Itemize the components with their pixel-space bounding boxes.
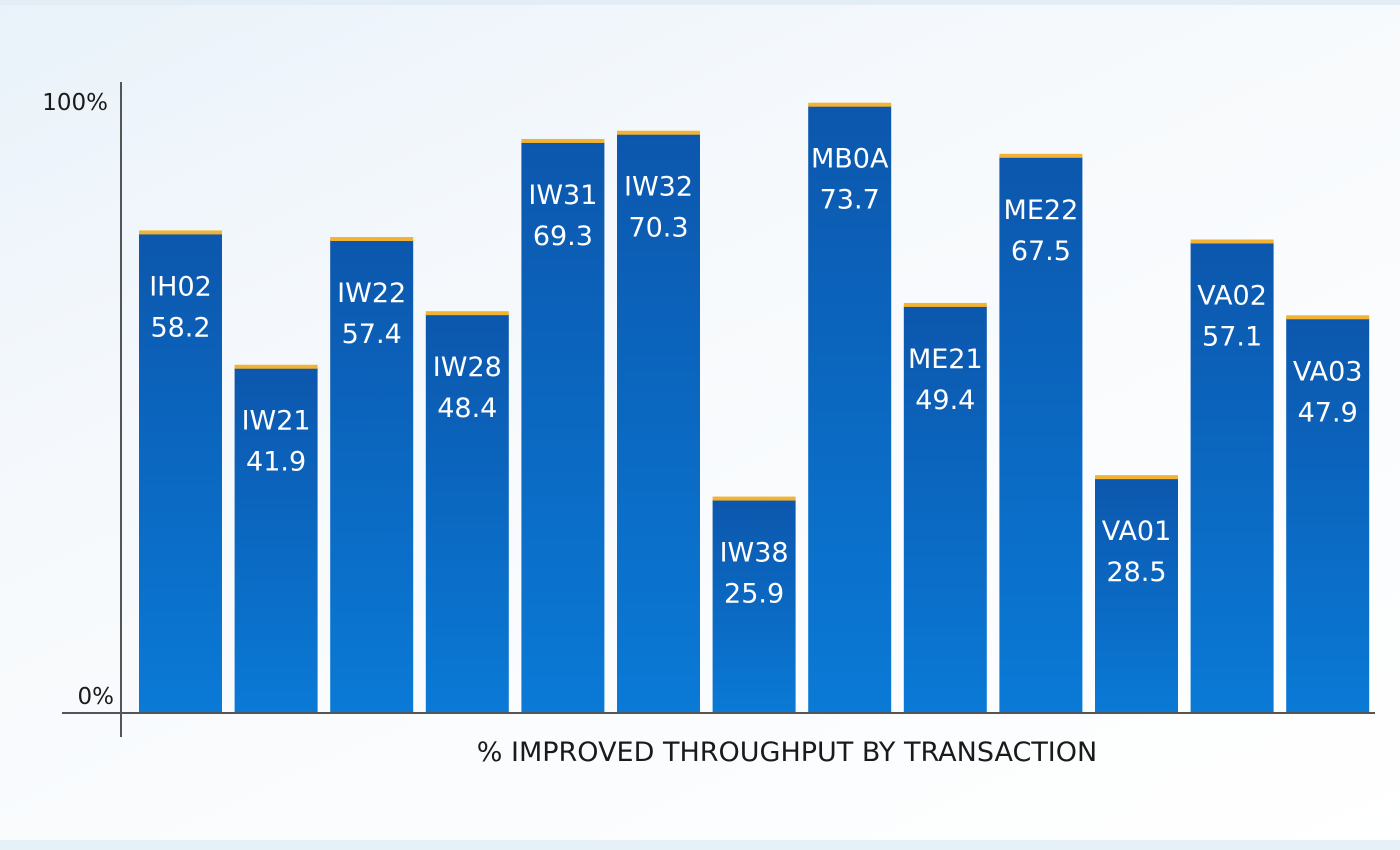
category-label-mb0a: MB0A [811,144,889,175]
category-label-me21: ME21 [908,344,983,375]
bar-cap-iw28 [425,311,509,316]
value-label-ih02: 58.2 [150,312,210,343]
category-label-va03: VA03 [1293,356,1363,387]
value-label-iw38: 25.9 [724,579,784,610]
value-label-va03: 47.9 [1298,397,1358,428]
top-band [0,0,1400,5]
value-label-iw28: 48.4 [437,393,497,424]
bar-iw21 [234,367,318,713]
value-label-va02: 57.1 [1202,321,1262,352]
category-label-iw38: IW38 [720,538,789,569]
bar-cap-mb0a [808,102,892,107]
category-label-me22: ME22 [1004,195,1079,226]
category-label-va02: VA02 [1197,280,1267,311]
bar-cap-iw31 [521,138,605,143]
value-label-me22: 67.5 [1011,236,1071,267]
y-tick-100: 100% [42,90,108,116]
category-label-iw21: IW21 [242,406,311,437]
value-label-iw21: 41.9 [246,447,306,478]
bar-cap-iw22 [330,237,414,242]
bar-va02 [1190,242,1274,713]
bar-cap-ih02 [139,230,222,235]
bar-mb0a [808,105,892,714]
bar-cap-va02 [1190,239,1274,244]
bottom-band [0,840,1400,850]
category-label-va01: VA01 [1102,516,1172,547]
bar-me21 [903,305,987,713]
bar-iw28 [425,314,509,713]
bar-iw31 [521,141,605,713]
y-tick-0: 0% [78,684,115,710]
bar-iw22 [330,240,414,714]
category-label-iw32: IW32 [624,172,693,203]
bar-iw32 [617,133,700,713]
bar-me22 [999,156,1083,714]
value-label-iw31: 69.3 [533,221,593,252]
value-label-me21: 49.4 [915,385,975,416]
bar-cap-me21 [903,302,987,307]
bar-cap-me22 [999,153,1083,158]
bar-cap-iw38 [712,496,796,501]
bar-cap-va01 [1095,475,1178,480]
category-label-iw31: IW31 [528,180,597,211]
category-label-iw22: IW22 [337,278,406,309]
value-label-iw32: 70.3 [628,213,688,244]
bar-ih02 [139,233,222,713]
value-label-iw22: 57.4 [342,319,402,350]
value-label-va01: 28.5 [1106,557,1166,588]
bar-cap-iw21 [234,364,318,369]
category-label-ih02: IH02 [149,271,212,302]
value-label-mb0a: 73.7 [820,185,880,216]
bars-group: IH02 58.2 IW21 41.9 IW22 57.4 IW28 48.4 IW31 69.3… [139,102,1370,714]
bar-iw38 [712,499,796,713]
bar-va01 [1095,478,1178,713]
x-axis-title: % IMPROVED THROUGHPUT BY TRANSACTION [477,737,1097,768]
bar-cap-iw32 [617,130,700,135]
bar-cap-va03 [1286,315,1370,320]
category-label-iw28: IW28 [433,352,502,383]
bar-va03 [1286,318,1370,713]
